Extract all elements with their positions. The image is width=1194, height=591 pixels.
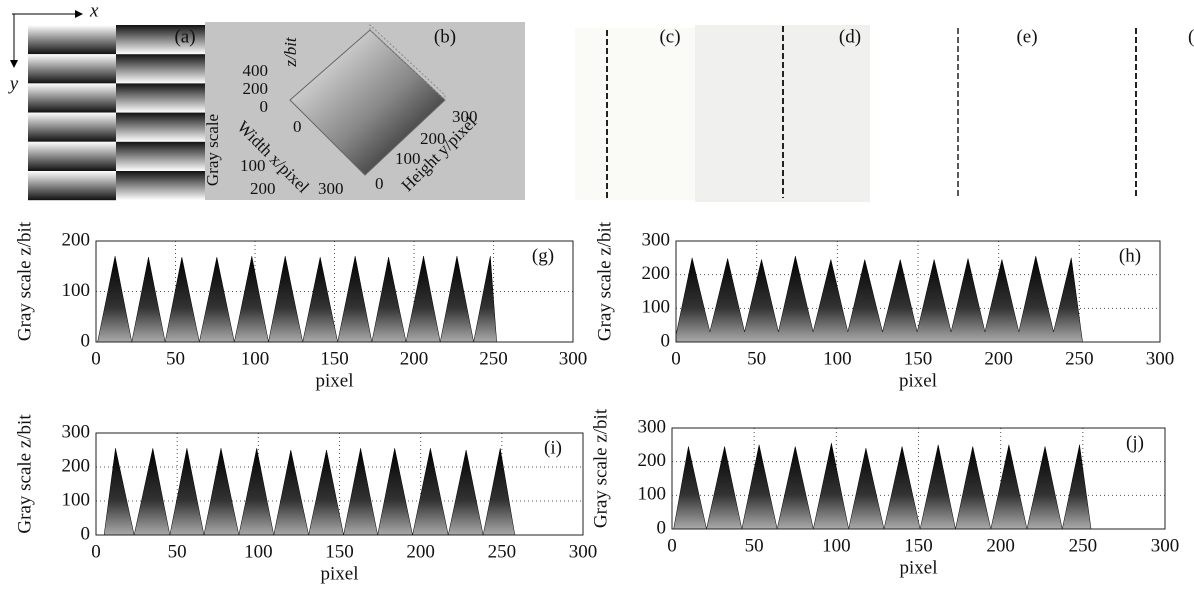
x-tick-label: 50 <box>745 535 764 556</box>
area <box>676 256 1083 342</box>
x-tick-label: 100 <box>241 348 270 369</box>
panel-label: ( <box>1188 26 1194 47</box>
panel-label: (e) <box>1016 26 1037 47</box>
x-axis-label: pixel <box>900 557 938 578</box>
area <box>98 256 497 342</box>
x-tick-label: 50 <box>747 348 766 369</box>
stripe <box>28 25 116 54</box>
z-label: z/bit <box>281 36 300 68</box>
x-tick-label: 200 <box>406 541 435 562</box>
panel-label: (j) <box>1126 432 1144 453</box>
y-axis-label: Gray scale z/bit <box>14 414 35 534</box>
x-tick-label: 150 <box>904 348 933 369</box>
x-tick-label: 0 <box>91 348 101 369</box>
panel-label: (h) <box>1119 245 1141 266</box>
stripe <box>116 113 205 142</box>
width-tick: 200 <box>250 179 276 198</box>
height-tick: 200 <box>420 129 446 148</box>
panel-label: (c) <box>659 26 680 47</box>
x-tick-label: 100 <box>822 535 851 556</box>
stripe <box>28 142 116 171</box>
y-tick-label: 200 <box>62 229 91 250</box>
y-tick-label: 300 <box>642 229 671 250</box>
x-axis-label: pixel <box>316 370 354 391</box>
corner-tick: 0 <box>293 117 302 136</box>
y-tick-label: 100 <box>62 489 91 510</box>
x-tick-label: 250 <box>1065 348 1094 369</box>
x-tick-label: 250 <box>479 348 508 369</box>
x-tick-label: 50 <box>168 541 187 562</box>
x-tick-label: 150 <box>320 348 349 369</box>
width-tick: 100 <box>240 156 266 175</box>
x-axis-mark: x <box>89 0 99 21</box>
stripe <box>28 54 116 83</box>
stripe <box>116 83 205 112</box>
stripe <box>28 171 116 200</box>
y-tick-label: 0 <box>81 523 91 544</box>
x-tick-label: 0 <box>667 535 677 556</box>
panel-label: (a) <box>174 26 195 47</box>
y-tick-label: 100 <box>638 484 667 505</box>
gray-label: Gray scale <box>203 114 222 186</box>
z-tick: 400 <box>243 61 269 80</box>
x-tick-label: 0 <box>671 348 681 369</box>
panel-label: (i) <box>544 437 562 458</box>
y-tick-label: 300 <box>638 416 667 437</box>
panel-label: (g) <box>532 245 554 266</box>
y-tick-label: 100 <box>642 297 671 318</box>
stripe <box>28 113 116 142</box>
y-axis-label: Gray scale z/bit <box>594 221 615 341</box>
x-tick-label: 300 <box>1151 535 1180 556</box>
y-axis-label: Gray scale z/bit <box>590 408 611 528</box>
stripe <box>28 83 116 112</box>
x-tick-label: 150 <box>904 535 933 556</box>
x-tick-label: 100 <box>244 541 273 562</box>
y-tick-label: 0 <box>661 330 671 351</box>
x-tick-label: 300 <box>569 541 598 562</box>
x-tick-label: 300 <box>1146 348 1175 369</box>
width-tick: 300 <box>318 179 344 198</box>
y-tick-label: 0 <box>81 330 91 351</box>
height-tick: 0 <box>375 174 384 193</box>
x-axis-label: pixel <box>899 370 937 391</box>
panel-label: (d) <box>839 26 861 47</box>
y-tick-label: 200 <box>62 455 91 476</box>
x-tick-label: 200 <box>986 535 1015 556</box>
x-tick-label: 0 <box>91 541 101 562</box>
y-axis-mark: y <box>8 73 19 94</box>
image-c <box>575 28 695 200</box>
y-tick-label: 300 <box>62 421 91 442</box>
height-tick: 100 <box>395 149 421 168</box>
height-tick: 300 <box>452 107 478 126</box>
x-tick-label: 300 <box>559 348 588 369</box>
y-tick-label: 0 <box>657 517 667 538</box>
stripe <box>116 171 205 200</box>
x-axis-label: pixel <box>321 563 359 584</box>
x-tick-label: 50 <box>166 348 185 369</box>
y-tick-label: 200 <box>638 450 667 471</box>
area <box>104 448 515 535</box>
area <box>674 443 1091 529</box>
stripe <box>116 142 205 171</box>
stripe <box>116 54 205 83</box>
figure: x y (a) (b) 400 200 0 0 z/bit Gray scale… <box>0 0 1194 591</box>
x-tick-label: 150 <box>325 541 354 562</box>
x-tick-label: 100 <box>823 348 852 369</box>
z-tick: 200 <box>243 79 269 98</box>
stripe-image <box>28 25 205 200</box>
x-tick-label: 200 <box>400 348 429 369</box>
y-axis-label: Gray scale z/bit <box>14 221 35 341</box>
x-tick-label: 250 <box>1069 535 1098 556</box>
x-tick-label: 250 <box>488 541 517 562</box>
panel-label: (b) <box>434 26 456 47</box>
x-tick-label: 200 <box>984 348 1013 369</box>
y-tick-label: 100 <box>62 280 91 301</box>
z-tick: 0 <box>260 97 269 116</box>
y-tick-label: 200 <box>642 263 671 284</box>
